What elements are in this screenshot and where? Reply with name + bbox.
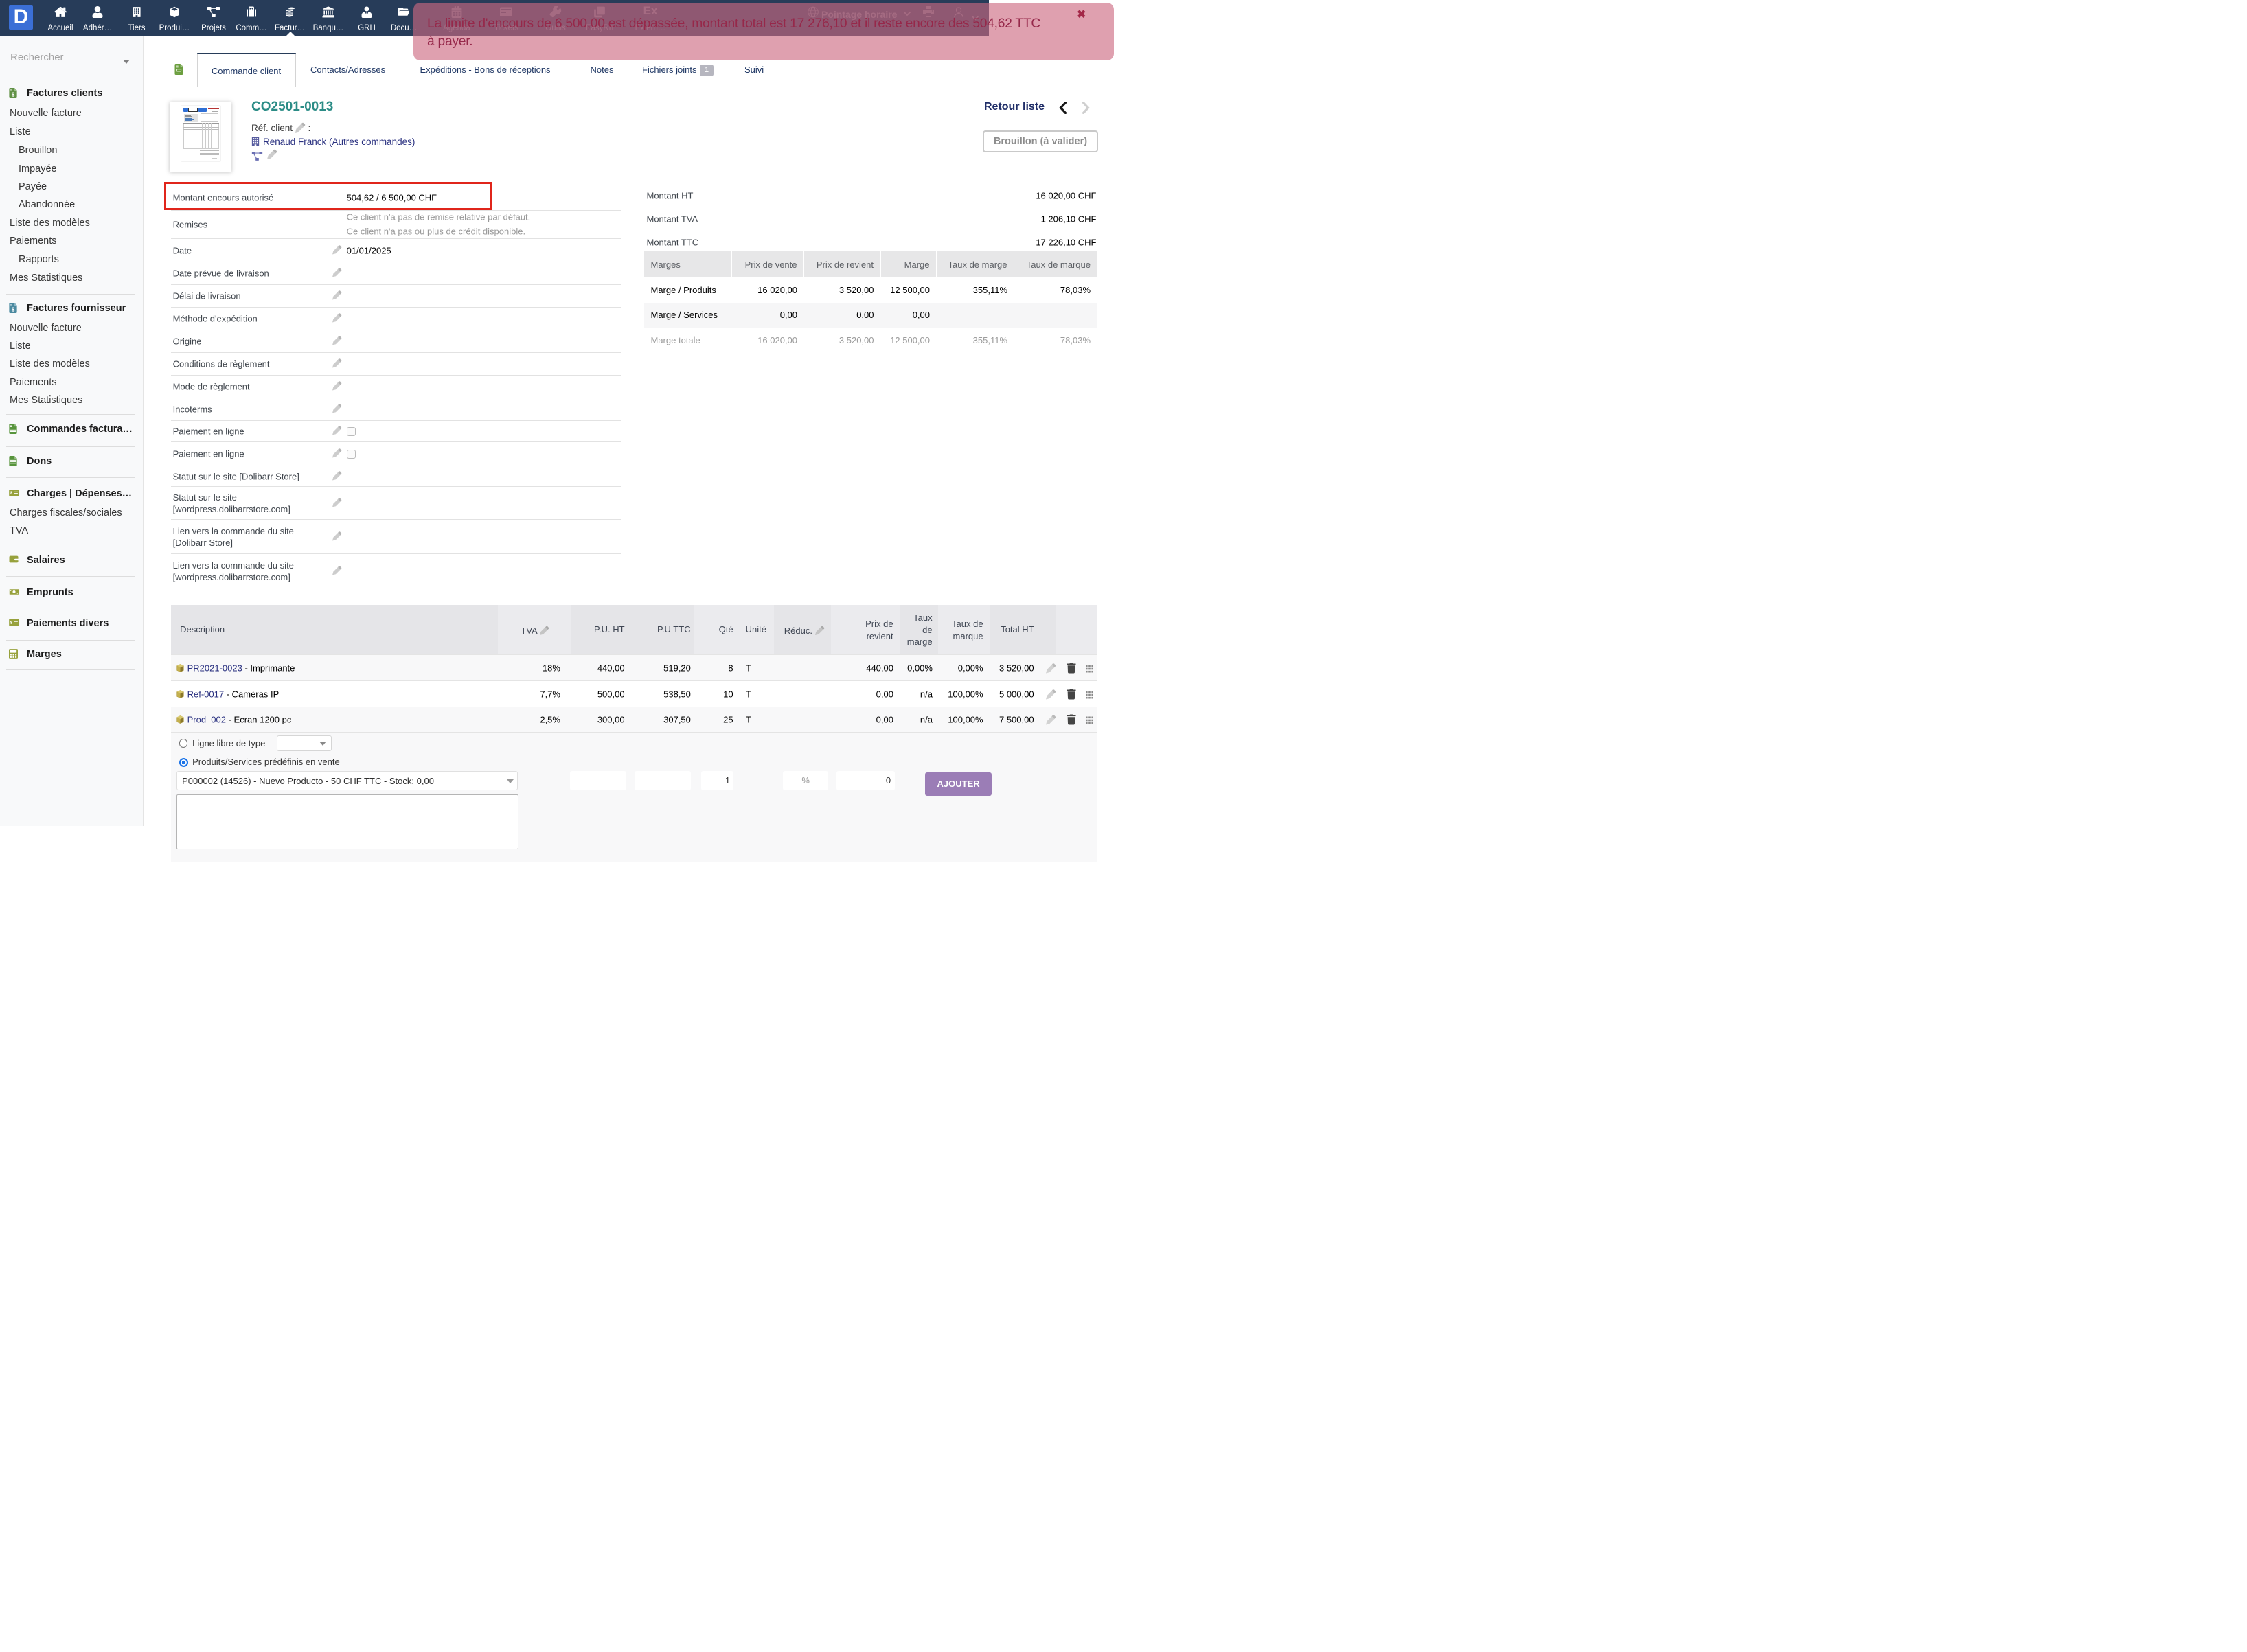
svg-text:$: $	[12, 91, 15, 97]
svg-text:$: $	[10, 491, 13, 495]
svg-text:$: $	[10, 621, 13, 625]
svg-text:$: $	[12, 306, 15, 312]
